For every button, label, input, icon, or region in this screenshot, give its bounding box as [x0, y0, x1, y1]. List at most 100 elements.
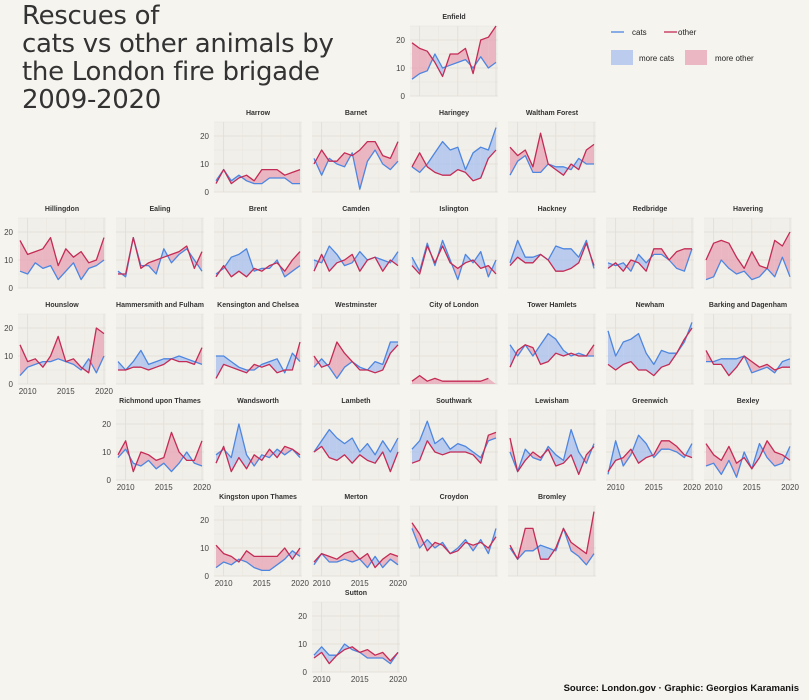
fill-more-cats	[224, 257, 232, 277]
x-tick-label: 2010	[313, 675, 331, 684]
fill-more-other	[336, 152, 345, 167]
fill-more-other	[314, 356, 319, 368]
fill-more-cats	[632, 435, 639, 464]
fill-more-other	[442, 381, 451, 384]
panel-title: Bromley	[538, 494, 566, 501]
fill-more-other	[669, 440, 677, 452]
y-tick-label: 10	[102, 448, 111, 457]
fill-more-other	[706, 443, 714, 466]
fill-more-cats	[216, 356, 224, 379]
panel-title: Haringey	[439, 110, 469, 117]
legend-more-other-label: more other	[715, 54, 754, 63]
panel-title: Kensington and Chelsea	[217, 302, 299, 309]
y-tick-label: 10	[298, 640, 307, 649]
fill-more-other	[465, 381, 474, 384]
fill-more-cats	[661, 350, 670, 368]
title-line-1: Rescues of	[22, 1, 160, 31]
y-tick-label: 0	[401, 92, 406, 101]
fill-more-cats	[246, 454, 251, 469]
x-tick-label: 2020	[95, 387, 113, 396]
line-other	[118, 347, 203, 371]
fill-more-cats	[540, 545, 549, 560]
fill-more-cats	[442, 141, 451, 176]
line-other	[215, 251, 301, 278]
panel-background	[410, 314, 498, 384]
fill-more-other	[382, 155, 391, 170]
fill-more-other	[706, 243, 714, 280]
panel-title: Tower Hamlets	[527, 302, 576, 309]
panel-havering: Havering	[704, 206, 792, 289]
line-cats	[509, 239, 595, 269]
panel-title: Barking and Dagenham	[709, 302, 787, 309]
fill-more-other	[58, 248, 66, 280]
fill-more-other	[344, 353, 353, 368]
line-other	[313, 550, 399, 569]
fill-more-cats	[548, 246, 556, 272]
panel-kingston-upon-thames: Kingston upon Thames 0 10 20 2010 2015 2020	[200, 494, 309, 588]
panel-title: Bexley	[737, 398, 760, 405]
line-other	[509, 344, 595, 368]
fill-more-other	[736, 257, 745, 274]
panel-greenwich: Greenwich 2010 2015 2020	[606, 398, 701, 492]
fill-more-other	[480, 37, 489, 68]
fill-more-other	[284, 548, 290, 560]
fill-more-cats	[638, 333, 647, 370]
fill-more-cats	[782, 358, 790, 368]
panel-croydon: Croydon	[410, 494, 498, 577]
panel-background	[704, 314, 792, 384]
line-cats	[117, 349, 203, 371]
title-line-2: cats vs other animals by	[22, 29, 334, 59]
fill-more-cats	[231, 424, 239, 472]
panel-sutton: Sutton 0 10 20 2010 2015 2020	[298, 590, 407, 684]
fill-more-cats	[563, 248, 572, 272]
panel-title: Greenwich	[632, 398, 668, 405]
x-tick-label: 2020	[389, 579, 407, 588]
panel-bromley: Bromley	[508, 494, 596, 577]
fill-more-other	[179, 452, 184, 464]
y-tick-label: 20	[102, 420, 111, 429]
panel-background	[214, 218, 302, 288]
fill-more-cats	[352, 438, 360, 464]
line-cats	[313, 552, 399, 569]
line-other	[313, 253, 399, 272]
line-cats	[411, 239, 497, 281]
fill-more-other	[728, 243, 737, 274]
panel-background	[116, 410, 204, 480]
fill-more-cats	[359, 251, 368, 272]
fill-more-cats	[419, 421, 428, 461]
fill-more-other	[774, 240, 783, 277]
fill-more-other	[382, 553, 391, 568]
panel-lewisham: Lewisham	[508, 398, 596, 481]
panel-title: Barnet	[345, 110, 368, 117]
line-other	[411, 522, 497, 555]
line-other	[313, 646, 399, 665]
x-tick-label: 2010	[19, 387, 37, 396]
line-cats	[411, 528, 497, 555]
fill-more-other	[676, 248, 685, 272]
line-other	[215, 445, 301, 473]
line-other	[509, 132, 595, 176]
panel-harrow: Harrow 0 10 20	[200, 110, 302, 197]
fill-more-cats	[474, 251, 481, 269]
fill-more-cats	[133, 350, 141, 368]
fill-more-other	[375, 652, 383, 658]
fill-more-other	[254, 556, 262, 571]
panel-bexley: Bexley 2010 2015 2020	[704, 398, 799, 492]
line-cats	[509, 332, 594, 357]
panel-islington: Islington	[410, 206, 498, 289]
fill-more-other	[751, 251, 760, 280]
panel-city-of-london: City of London	[410, 302, 498, 385]
x-tick-label: 2020	[389, 675, 407, 684]
panel-westminster: Westminster	[312, 302, 400, 385]
fill-more-cats	[391, 251, 398, 266]
fill-more-cats	[321, 646, 330, 664]
panel-enfield: Enfield 0 10 20	[396, 14, 498, 101]
line-other	[411, 149, 497, 182]
panel-title: Enfield	[442, 14, 465, 21]
line-cats	[215, 168, 300, 185]
panel-ealing: Ealing	[116, 206, 204, 289]
y-tick-label: 0	[9, 380, 14, 389]
y-tick-label: 20	[200, 132, 209, 141]
panel-newham: Newham	[606, 302, 694, 385]
fill-more-other	[156, 457, 164, 469]
